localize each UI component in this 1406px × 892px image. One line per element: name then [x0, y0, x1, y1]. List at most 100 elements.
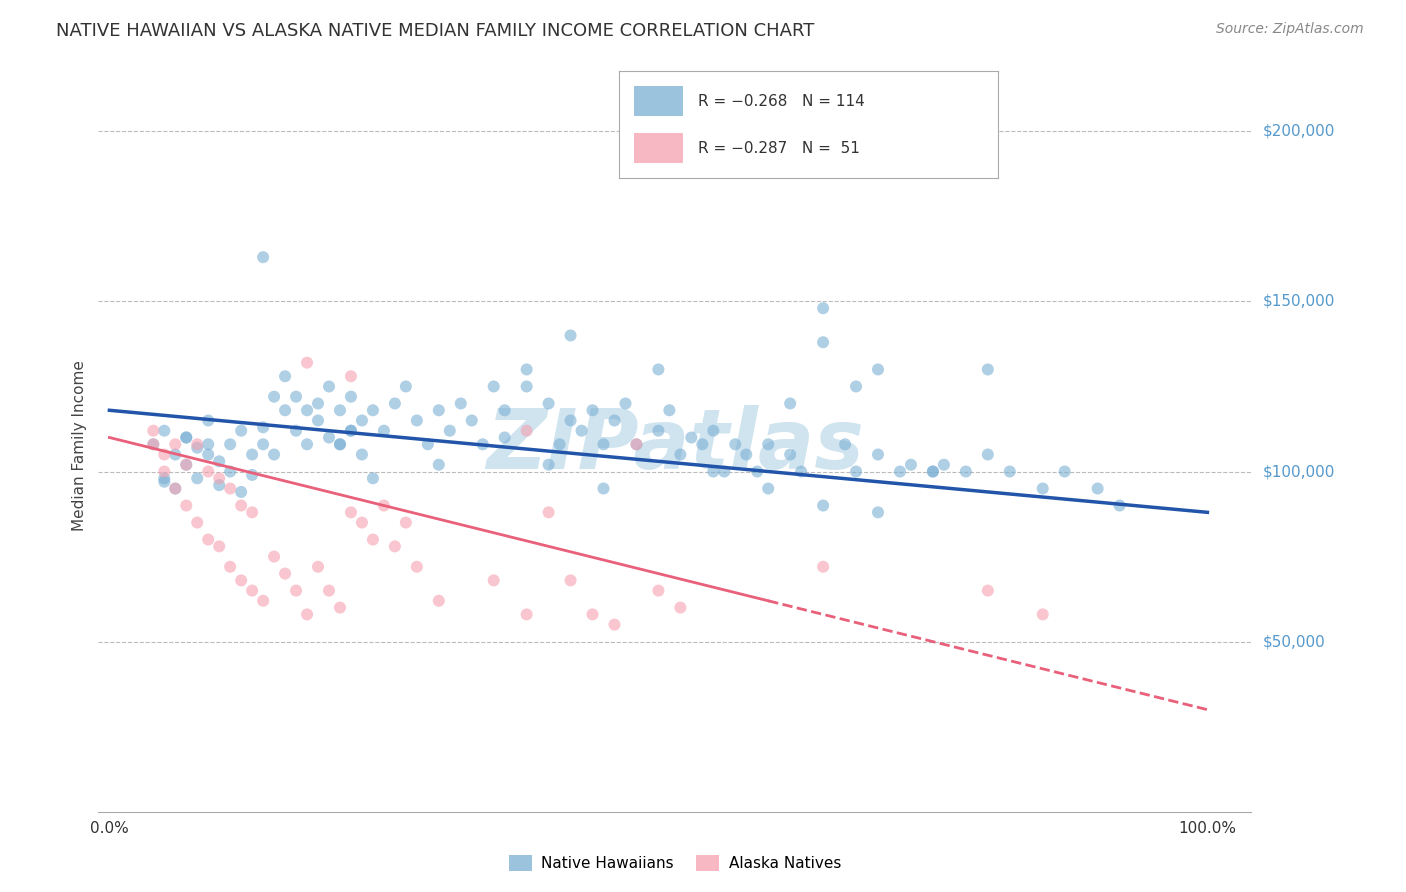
Point [724, 437, 747, 451]
Point [658, 403, 681, 417]
Point [307, 396, 329, 410]
Point [647, 583, 669, 598]
Point [395, 516, 418, 530]
Point [174, 458, 197, 472]
Point [252, 420, 274, 434]
Point [834, 437, 856, 451]
Point [153, 424, 176, 438]
Point [548, 437, 571, 451]
Point [900, 458, 922, 472]
Point [153, 448, 176, 462]
Point [713, 465, 735, 479]
Point [350, 448, 373, 462]
Legend: Native Hawaiians, Alaska Natives: Native Hawaiians, Alaska Natives [503, 849, 846, 877]
Point [361, 403, 384, 417]
Point [614, 396, 637, 410]
Point [922, 465, 945, 479]
Point [295, 403, 318, 417]
Point [889, 465, 911, 479]
Point [702, 465, 724, 479]
Point [998, 465, 1021, 479]
Point [208, 478, 231, 492]
Text: NATIVE HAWAIIAN VS ALASKA NATIVE MEDIAN FAMILY INCOME CORRELATION CHART: NATIVE HAWAIIAN VS ALASKA NATIVE MEDIAN … [56, 22, 814, 40]
Bar [634, 87, 683, 116]
Point [471, 437, 494, 451]
Point [756, 437, 779, 451]
Point [702, 424, 724, 438]
Point [329, 600, 352, 615]
Point [361, 471, 384, 485]
Point [142, 437, 165, 451]
Point [186, 516, 208, 530]
Point [165, 482, 187, 496]
Point [263, 448, 285, 462]
Point [955, 465, 977, 479]
Point [219, 437, 242, 451]
Point [395, 379, 418, 393]
Point [603, 413, 626, 427]
Text: ZIPatlas: ZIPatlas [486, 406, 863, 486]
Point [647, 424, 669, 438]
Point [845, 379, 868, 393]
Point [427, 458, 450, 472]
Point [197, 448, 219, 462]
Point [285, 424, 308, 438]
Point [537, 396, 560, 410]
Point [790, 465, 813, 479]
Point [537, 458, 560, 472]
Point [307, 559, 329, 574]
Point [756, 482, 779, 496]
Point [560, 413, 582, 427]
Point [669, 448, 692, 462]
Point [329, 437, 352, 451]
Point [1087, 482, 1109, 496]
Point [866, 448, 889, 462]
Point [560, 574, 582, 588]
Point [318, 583, 340, 598]
Point [922, 465, 945, 479]
Point [560, 328, 582, 343]
Point [811, 301, 834, 316]
Point [779, 448, 801, 462]
Point [592, 437, 614, 451]
Point [932, 458, 955, 472]
Point [231, 424, 253, 438]
Point [165, 437, 187, 451]
Text: R = −0.268   N = 114: R = −0.268 N = 114 [699, 94, 865, 109]
Point [240, 448, 263, 462]
Point [669, 600, 692, 615]
Point [373, 424, 395, 438]
Point [681, 430, 703, 444]
Point [811, 499, 834, 513]
Point [977, 448, 1000, 462]
Point [219, 465, 242, 479]
Point [626, 437, 648, 451]
Point [581, 607, 603, 622]
Point [165, 448, 187, 462]
Text: R = −0.287   N =  51: R = −0.287 N = 51 [699, 141, 860, 156]
Point [1032, 482, 1054, 496]
Point [866, 505, 889, 519]
Text: $50,000: $50,000 [1263, 634, 1326, 649]
Point [384, 540, 406, 554]
Point [208, 471, 231, 485]
Point [285, 583, 308, 598]
Point [295, 607, 318, 622]
Point [450, 396, 472, 410]
Point [340, 369, 363, 384]
Point [197, 533, 219, 547]
Point [845, 465, 868, 479]
Text: $200,000: $200,000 [1263, 124, 1334, 139]
Point [405, 559, 427, 574]
Point [482, 574, 505, 588]
Point [439, 424, 461, 438]
Point [537, 505, 560, 519]
Point [197, 437, 219, 451]
Point [186, 441, 208, 455]
Point [340, 505, 363, 519]
Point [1108, 499, 1130, 513]
Point [977, 362, 1000, 376]
Point [153, 471, 176, 485]
Point [866, 362, 889, 376]
Point [482, 379, 505, 393]
